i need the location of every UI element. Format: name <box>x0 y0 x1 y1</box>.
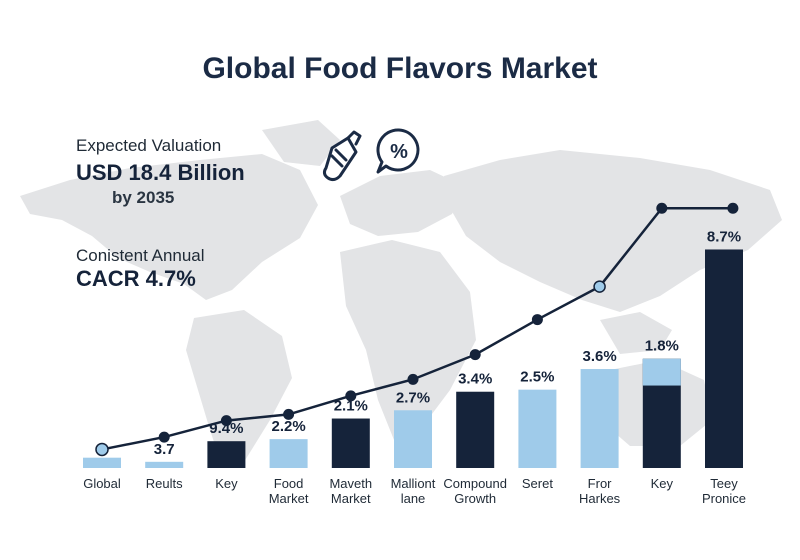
category-label: Food <box>274 476 304 491</box>
trend-point <box>158 431 170 443</box>
category-label: Maveth <box>329 476 372 491</box>
data-label: 2.5% <box>520 369 554 386</box>
valuation-label: Expected Valuation <box>76 136 222 155</box>
percent-bubble-icon: % <box>376 128 420 174</box>
map-south-america <box>186 310 292 466</box>
trend-point <box>727 202 739 214</box>
valuation-value: USD 18.4 Billion <box>76 160 245 185</box>
chart-bar <box>331 418 370 468</box>
trend-point <box>283 408 295 420</box>
category-label: Harkes <box>579 491 621 506</box>
category-label: Compound <box>443 476 507 491</box>
map-europe <box>340 170 464 236</box>
map-greenland <box>262 120 340 166</box>
chart-bar <box>705 249 743 468</box>
category-label: lane <box>401 491 426 506</box>
chart-bar <box>145 461 184 468</box>
trend-point <box>593 280 606 293</box>
category-label: Global <box>83 476 121 491</box>
growth-label: Conistent Annual <box>76 246 205 265</box>
category-label: Pronice <box>702 491 746 506</box>
category-label: Fror <box>588 476 613 491</box>
chart-bar <box>456 391 495 468</box>
data-label: 1.8% <box>645 338 679 355</box>
category-label: Reults <box>146 476 183 491</box>
trend-point <box>220 415 232 427</box>
map-africa <box>340 240 476 440</box>
category-label: Market <box>331 491 371 506</box>
chart-bar <box>580 369 619 468</box>
map-southeast-asia <box>600 312 672 354</box>
data-label: 8.7% <box>707 228 741 245</box>
svg-text:%: % <box>390 141 408 163</box>
category-label: Malliont <box>391 476 436 491</box>
spray-bottle-icon <box>322 130 362 182</box>
valuation-year: by 2035 <box>112 188 175 207</box>
chart-bar <box>269 439 308 468</box>
chart-bar <box>518 389 557 468</box>
chart-bar <box>394 410 432 468</box>
data-label: 2.7% <box>396 389 430 406</box>
trend-point <box>531 314 543 326</box>
category-label: Teey <box>710 476 738 491</box>
trend-point <box>407 373 419 385</box>
category-label: Key <box>651 476 674 491</box>
data-label: 3.7 <box>154 441 175 458</box>
page-title: Global Food Flavors Market <box>202 52 598 85</box>
category-label: Growth <box>454 491 496 506</box>
category-label: Key <box>215 476 238 491</box>
trend-point <box>95 442 109 457</box>
category-label: Seret <box>522 476 553 491</box>
data-label: 3.4% <box>458 371 492 388</box>
data-label: 2.2% <box>271 418 305 435</box>
growth-value: CACR 4.7% <box>76 266 196 291</box>
trend-point <box>345 390 357 402</box>
chart-bar <box>207 441 246 468</box>
data-label: 9.4% <box>209 420 243 437</box>
chart-bar-top-segment <box>642 358 681 386</box>
data-label: 2.1% <box>334 398 368 415</box>
chart-bar <box>83 457 121 468</box>
trend-point <box>469 349 481 361</box>
map-north-america <box>20 154 318 300</box>
map-asia <box>444 150 782 312</box>
category-label: Market <box>269 491 309 506</box>
data-label: 3.6% <box>582 348 616 365</box>
trend-point <box>656 202 668 214</box>
